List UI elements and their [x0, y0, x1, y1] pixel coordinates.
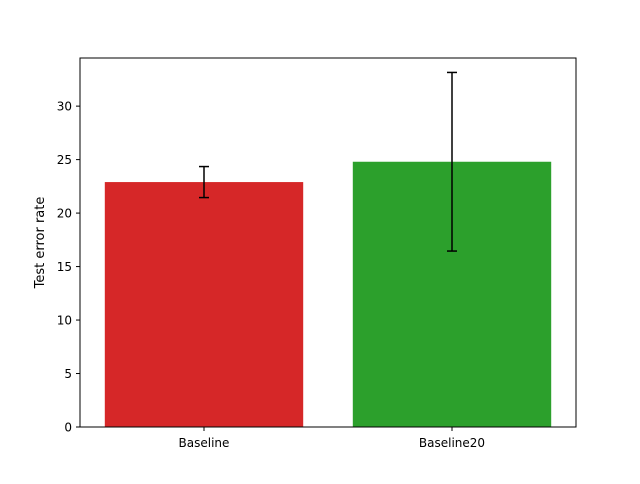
x-tick-label: Baseline20 [419, 436, 485, 450]
error-bar-baseline20 [447, 71, 457, 252]
y-tick-label: 15 [57, 260, 72, 274]
y-axis-label: Test error rate [33, 197, 48, 290]
y-tick-label: 0 [64, 421, 72, 435]
bars-layer [104, 161, 552, 427]
bar-baseline [104, 182, 304, 427]
y-tick-label: 30 [57, 100, 72, 114]
x-tick-label: Baseline [179, 436, 230, 450]
y-tick-label: 20 [57, 207, 72, 221]
error-bar-baseline [199, 165, 209, 199]
axes-frame [79, 57, 577, 428]
y-tick-label: 5 [64, 367, 72, 381]
y-tick-label: 25 [57, 153, 72, 167]
y-axis-ticks: 0 5 10 15 20 25 30 [57, 100, 80, 435]
x-axis-ticks: Baseline Baseline20 [179, 427, 485, 450]
error-bars-layer [199, 71, 457, 252]
y-tick-label: 10 [57, 314, 72, 328]
